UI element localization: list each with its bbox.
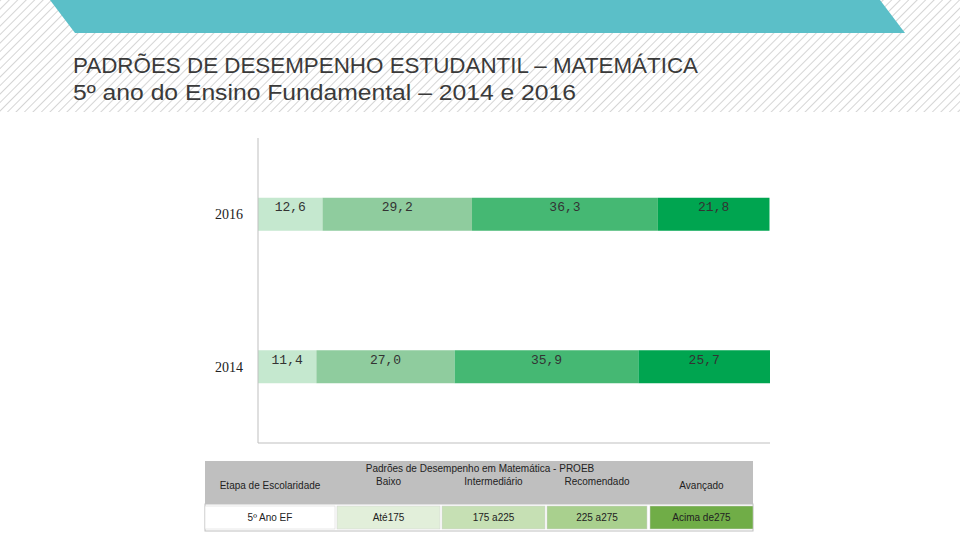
data-label: 21,8: [698, 200, 729, 215]
bar-segment: [323, 198, 473, 231]
bar-segment: [638, 350, 770, 383]
table-cell: [547, 506, 647, 529]
standards-table: Padrões de Desempenho em Matemática - PR…: [205, 461, 753, 531]
header-banner: [50, 0, 905, 33]
x-axis-line: [258, 443, 770, 444]
header-hatch: [0, 0, 960, 112]
table-cell-text: 5º Ano EF: [248, 512, 293, 523]
background: [0, 0, 960, 540]
table-title: Padrões de Desempenho em Matemática - PR…: [366, 463, 595, 474]
bars: [258, 198, 770, 384]
subtitle: 5º ano do Ensino Fundamental – 2014 e 20…: [73, 80, 576, 105]
bar-segment: [658, 198, 770, 231]
category-label: 2014: [215, 360, 243, 375]
data-label: 35,9: [531, 353, 562, 368]
data-label: 12,6: [275, 200, 306, 215]
y-axis-line: [258, 138, 259, 443]
table-cell: [442, 506, 545, 529]
bar-segment: [455, 350, 639, 383]
table-cell-text: Acima de275: [672, 512, 731, 523]
category-label: 2016: [215, 207, 243, 222]
table-series-header: Avançado: [679, 480, 724, 491]
page: PADRÕES DE DESEMPENHO ESTUDANTIL – MATEM…: [0, 0, 960, 540]
table-series-header: Baixo: [376, 476, 401, 487]
table-series-header: Recomendado: [564, 476, 629, 487]
bar-segment: [472, 198, 658, 231]
table-header-bg: [205, 461, 753, 504]
table-cell-text: Até175: [373, 512, 405, 523]
bar-segment: [316, 350, 454, 383]
bar-segment: [258, 198, 323, 231]
table-cell-text: 175 a225: [473, 512, 515, 523]
title: PADRÕES DE DESEMPENHO ESTUDANTIL – MATEM…: [73, 53, 698, 78]
table-row-bg: [205, 504, 753, 531]
table-cell-text: 225 a275: [576, 512, 618, 523]
data-labels: 12,6 29,2 36,3 21,8 11,4 27,0 35,9 25,7: [272, 200, 730, 368]
table-cell: [337, 506, 440, 529]
data-label: 25,7: [689, 353, 720, 368]
table-column-header: Etapa de Escolaridade: [220, 480, 321, 491]
data-label: 11,4: [272, 353, 303, 368]
table-cell: [205, 506, 335, 529]
data-label: 29,2: [382, 200, 413, 215]
table-series-header: Intermediário: [464, 476, 523, 487]
data-label: 36,3: [549, 200, 580, 215]
data-label: 27,0: [370, 353, 401, 368]
bar-segment: [258, 350, 316, 383]
table-cell: [650, 506, 753, 529]
